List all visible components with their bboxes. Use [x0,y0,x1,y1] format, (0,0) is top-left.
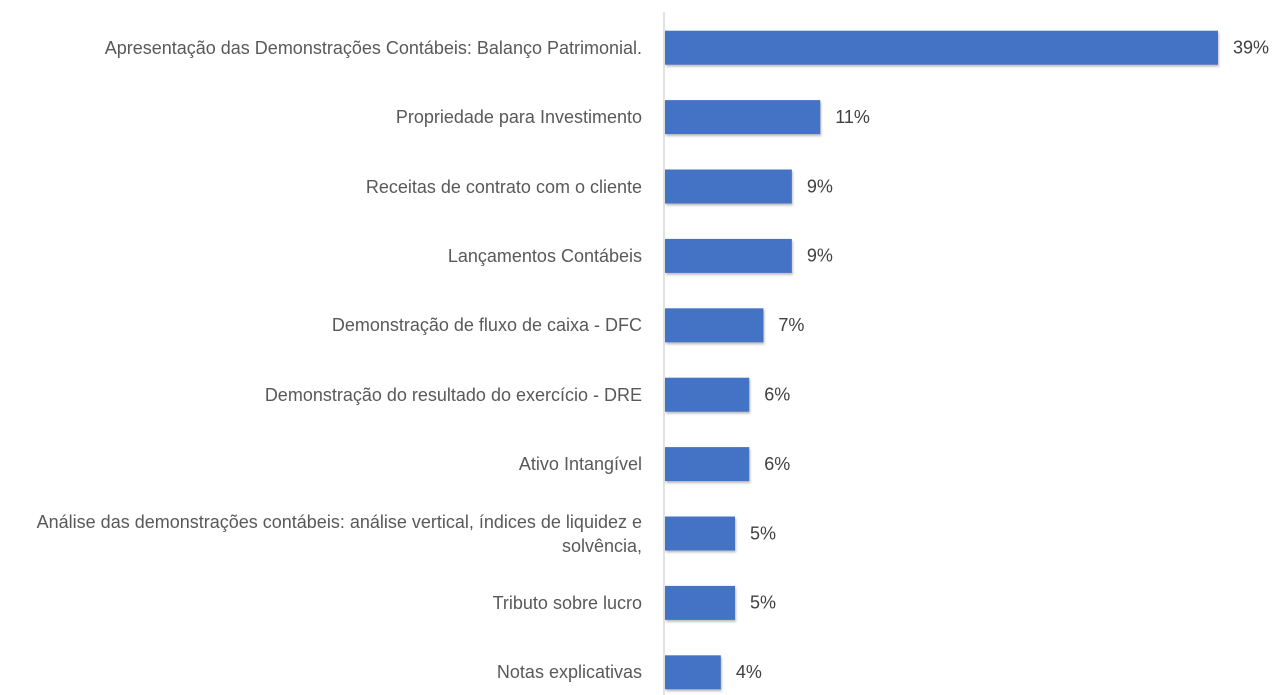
bar [665,100,821,135]
category-label: Apresentação das Demonstrações Contábeis… [104,37,642,58]
value-label: 4% [736,662,762,682]
category-label: Demonstração de fluxo de caixa - DFC [331,315,642,336]
bar [665,447,750,482]
category-label: Propriedade para Investimento [395,107,642,128]
value-label: 7% [778,315,804,335]
bar [665,655,721,690]
value-label: 5% [750,523,776,543]
bar [665,308,764,343]
category-label: Demonstração do resultado do exercício -… [264,384,642,405]
bar [665,516,736,551]
value-label: 11% [835,107,870,127]
bar [665,30,1218,65]
bar [665,377,750,412]
value-label: 6% [764,454,790,474]
bar [665,585,736,620]
category-label: Notas explicativas [496,662,642,683]
category-label: Tributo sobre lucro [492,592,642,613]
value-label: 9% [807,246,833,266]
category-label: Ativo Intangível [518,454,642,475]
value-label: 9% [807,176,833,196]
category-label: Análise das demonstrações contábeis: aná… [36,511,642,556]
value-label: 5% [750,593,776,613]
bar [665,238,792,273]
category-label: Lançamentos Contábeis [447,245,642,266]
value-label: 39% [1233,37,1269,57]
category-label: Receitas de contrato com o cliente [365,176,642,197]
value-label: 6% [764,384,790,404]
bar [665,169,792,204]
